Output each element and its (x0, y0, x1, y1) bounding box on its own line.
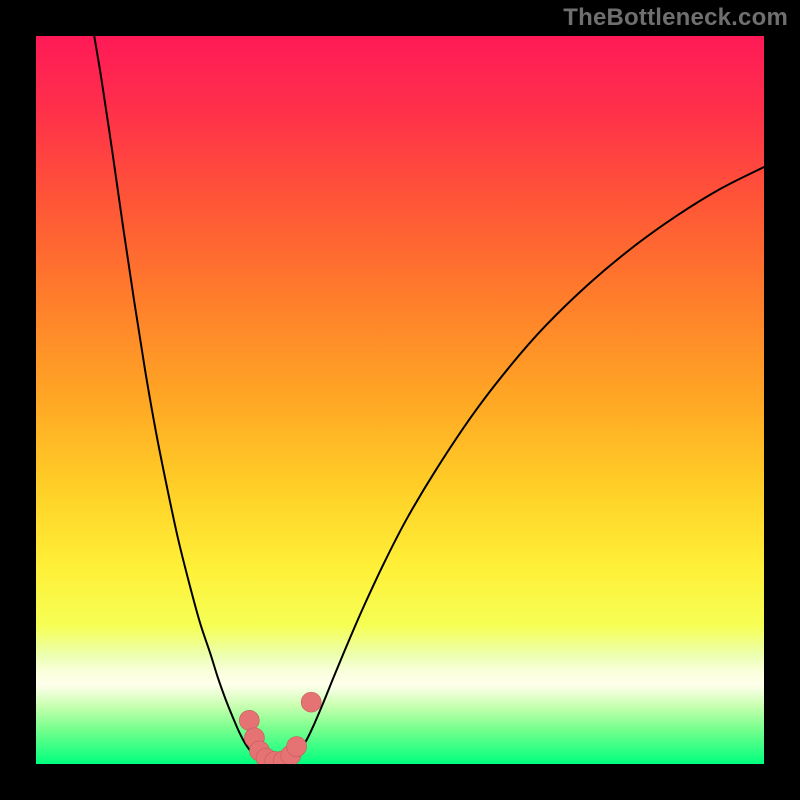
plot-area (36, 36, 764, 764)
chart-svg (36, 36, 764, 764)
marker-point (239, 710, 259, 730)
marker-point (287, 737, 307, 757)
gradient-background (36, 36, 764, 764)
chart-container: TheBottleneck.com (0, 0, 800, 800)
watermark-text: TheBottleneck.com (563, 4, 788, 32)
marker-point (301, 692, 321, 712)
